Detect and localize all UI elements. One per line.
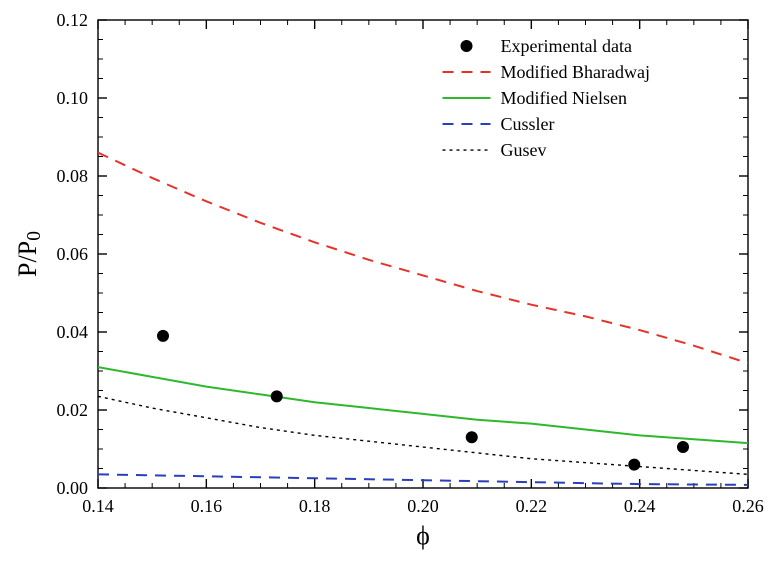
x-tick-label: 0.24 — [624, 496, 656, 516]
legend-swatch-experimental — [461, 40, 473, 52]
legend-label-bharadwaj: Modified Bharadwaj — [501, 62, 650, 82]
x-tick-label: 0.26 — [732, 496, 764, 516]
x-tick-label: 0.16 — [191, 496, 223, 516]
y-tick-label: 0.10 — [57, 88, 89, 108]
x-tick-label: 0.20 — [407, 496, 439, 516]
chart-svg: 0.14 0.16 0.18 0.20 0.22 0.24 0.26 0.00 0.02 0.04… — [0, 0, 782, 567]
series-experimental-point — [466, 431, 478, 443]
legend-label-gusev: Gusev — [501, 140, 547, 160]
series-experimental-point — [628, 459, 640, 471]
y-tick-label: 0.02 — [57, 400, 89, 420]
series-experimental-point — [271, 390, 283, 402]
x-tick-label: 0.14 — [82, 496, 114, 516]
x-tick-label: 0.18 — [299, 496, 331, 516]
y-tick-label: 0.06 — [57, 244, 89, 264]
series-experimental-point — [157, 330, 169, 342]
legend-label-experimental: Experimental data — [501, 36, 632, 56]
y-tick-label: 0.12 — [57, 10, 89, 30]
chart-bg — [0, 0, 782, 567]
y-tick-label: 0.04 — [57, 322, 89, 342]
y-tick-label: 0.08 — [57, 166, 89, 186]
y-tick-label: 0.00 — [57, 478, 89, 498]
legend-label-cussler: Cussler — [501, 114, 555, 134]
series-experimental-point — [677, 441, 689, 453]
x-axis-title: ϕ — [416, 521, 430, 550]
legend-label-nielsen: Modified Nielsen — [501, 88, 627, 108]
x-tick-label: 0.22 — [516, 496, 548, 516]
chart-container: 0.14 0.16 0.18 0.20 0.22 0.24 0.26 0.00 0.02 0.04… — [0, 0, 782, 567]
